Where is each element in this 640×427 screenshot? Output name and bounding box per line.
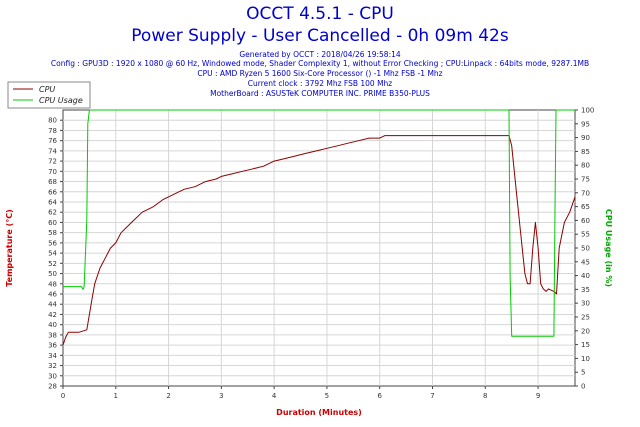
series-group	[62, 109, 576, 346]
y2-tick-label: 95	[581, 120, 590, 128]
y-tick-label: 28	[48, 383, 57, 391]
y2-tick-label: 100	[581, 107, 594, 115]
x-tick-label: 4	[272, 392, 277, 400]
y-tick-label: 50	[48, 270, 57, 278]
y2-tick-label: 75	[581, 176, 590, 184]
legend-box	[7, 81, 91, 109]
y2-axis-label: CPU Usage (in %)	[604, 209, 613, 287]
y2-axis-ticks: 0 5 10 15 20 25 30 35 40 45 50 55 60 65 70 75 80 85 90 95 10…	[575, 107, 594, 391]
y2-tick-label: 50	[581, 245, 590, 253]
y2-tick-label: 5	[581, 369, 585, 377]
y-tick-label: 80	[48, 117, 57, 125]
grid	[63, 110, 575, 386]
y-tick-label: 70	[48, 168, 57, 176]
y-tick-label: 40	[48, 321, 57, 329]
y2-tick-label: 60	[581, 217, 590, 225]
y-tick-label: 60	[48, 219, 57, 227]
y-tick-label: 72	[48, 158, 57, 166]
y2-tick-label: 30	[581, 300, 590, 308]
y2-tick-label: 10	[581, 355, 590, 363]
x-tick-label: 2	[166, 392, 170, 400]
x-tick-label: 3	[219, 392, 223, 400]
y2-tick-label: 45	[581, 258, 590, 266]
y2-tick-label: 55	[581, 231, 590, 239]
y2-tick-label: 0	[581, 383, 585, 391]
y-tick-label: 46	[48, 291, 57, 299]
y2-tick-label: 80	[581, 162, 590, 170]
y-axis-label: Temperature (°C)	[5, 209, 14, 287]
motherboard-info: MotherBoard : ASUSTeK COMPUTER INC. PRIM…	[210, 89, 430, 98]
y2-tick-label: 35	[581, 286, 590, 294]
config-info: Config : GPU3D : 1920 x 1080 @ 60 Hz, Wi…	[50, 59, 590, 68]
y-tick-label: 78	[48, 127, 57, 135]
generated-info: Generated by OCCT : 2018/04/26 19:58:14	[239, 50, 401, 59]
y-tick-label: 30	[48, 372, 57, 380]
x-tick-label: 5	[325, 392, 329, 400]
cpu-info: CPU : AMD Ryzen 5 1600 Six-Core Processo…	[197, 69, 443, 78]
series-line-cpu	[62, 135, 576, 346]
y-tick-label: 52	[48, 260, 57, 268]
y-tick-label: 34	[48, 352, 57, 360]
y-tick-label: 68	[48, 178, 57, 186]
y-tick-label: 74	[48, 147, 57, 155]
y2-tick-label: 40	[581, 272, 590, 280]
clock-info: Current clock : 3792 Mhz FSB 100 Mhz	[247, 79, 393, 88]
x-tick-label: 1	[114, 392, 118, 400]
y-tick-label: 62	[48, 209, 57, 217]
y-tick-label: 64	[48, 199, 57, 207]
plot-area	[62, 109, 576, 387]
legend-label-cpu: CPU	[39, 85, 55, 94]
x-tick-label: 0	[61, 392, 65, 400]
y-tick-label: 56	[48, 239, 57, 247]
y-tick-label: 48	[48, 280, 57, 288]
y-tick-label: 76	[48, 137, 57, 145]
y2-tick-label: 85	[581, 148, 590, 156]
y2-tick-label: 15	[581, 341, 590, 349]
y2-tick-label: 65	[581, 203, 590, 211]
y2-tick-label: 90	[581, 134, 590, 142]
series-line-cpu-usage	[63, 109, 575, 337]
chart-subtitle: Power Supply - User Cancelled - 0h 09m 4…	[131, 26, 509, 46]
y-tick-label: 38	[48, 331, 57, 339]
y2-tick-label: 25	[581, 314, 590, 322]
y2-tick-label: 20	[581, 327, 590, 335]
y-tick-label: 42	[48, 311, 57, 319]
y2-tick-label: 70	[581, 189, 590, 197]
legend-label-cpu-usage: CPU Usage	[39, 96, 83, 105]
legend: CPU CPU Usage	[7, 81, 91, 109]
x-tick-label: 9	[536, 392, 540, 400]
y-tick-label: 44	[48, 301, 57, 309]
y-tick-label: 54	[48, 250, 57, 258]
chart-title: OCCT 4.5.1 - CPU	[246, 4, 394, 24]
x-axis-ticks: 0 1 2 3 4 5 6 7 8 9	[61, 386, 540, 400]
y-tick-label: 66	[48, 188, 57, 196]
x-tick-label: 7	[430, 392, 434, 400]
x-tick-label: 8	[483, 392, 487, 400]
y-tick-label: 32	[48, 362, 57, 370]
y-tick-label: 58	[48, 229, 57, 237]
y-tick-label: 36	[48, 342, 57, 350]
x-tick-label: 6	[377, 392, 382, 400]
y-axis-ticks: 28 30 32 34 36 38 40 42 44 46 48 50 52 54 56 58 60 62 64 66…	[48, 117, 63, 391]
x-axis-label: Duration (Minutes)	[276, 408, 362, 417]
